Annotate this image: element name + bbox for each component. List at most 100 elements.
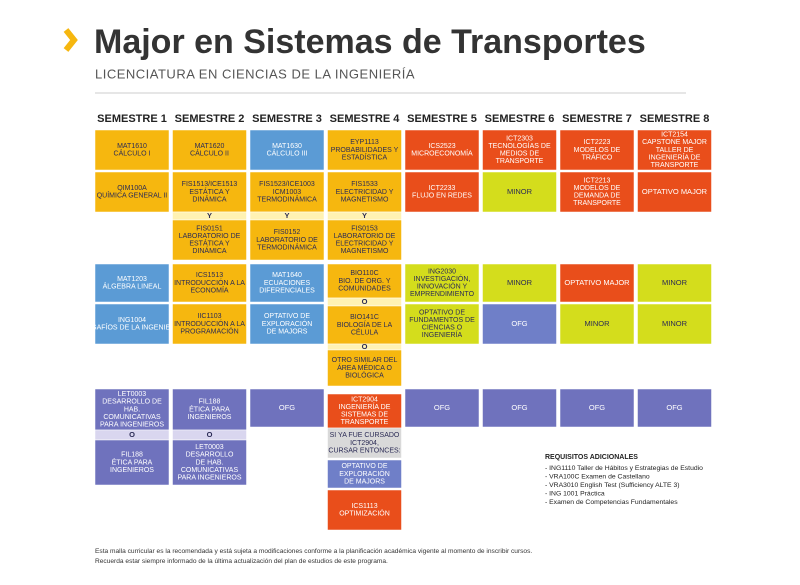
requirements-title: REQUISITOS ADICIONALES	[545, 454, 638, 461]
course-text: OFG	[434, 403, 450, 412]
course-text: MAT1630	[272, 143, 302, 150]
course-text: CAPSTONE MAJOR	[642, 139, 707, 146]
course-text: PARA INGENIEROS	[177, 475, 241, 482]
course-text: ESTADÍSTICA	[342, 152, 388, 161]
course-text: LABORATORIO DE	[334, 233, 396, 240]
course-cell	[94, 129, 170, 171]
course-cell	[637, 388, 712, 428]
course-text: CÁLCULO I	[114, 149, 151, 158]
course-text: TERMODINÁMICA	[257, 242, 317, 251]
course-cell	[404, 171, 480, 213]
course-cell	[482, 171, 557, 213]
course-text: O	[362, 342, 368, 351]
title: Major en Sistemas de Transportes	[94, 23, 646, 61]
course-text: TECNOLOGÍAS DE	[488, 141, 551, 150]
course-text: ELECTRICIDAD Y	[336, 189, 394, 196]
footer-note: Esta malla curricular es la recomendada …	[95, 548, 532, 555]
course-text: HAB.	[124, 406, 140, 413]
course-text: CIENCIAS O	[422, 325, 463, 332]
course-text: FIS1533	[351, 181, 378, 188]
course-text: MAGNETISMO	[341, 196, 389, 203]
course-text: ICS1113	[351, 503, 377, 510]
course-cell	[404, 388, 480, 428]
course-text: MEDIOS DE	[500, 151, 540, 158]
course-text: TRANSPORTE	[496, 158, 544, 165]
course-text: MINOR	[662, 278, 688, 287]
course-cell	[482, 388, 557, 428]
course-text: INNOVACIÓN Y	[417, 282, 468, 291]
course-text: LET0003	[118, 391, 147, 398]
course-text: OPTATIVO MAJOR	[564, 278, 630, 287]
course-text: OFG	[666, 403, 682, 412]
course-cell	[249, 171, 325, 213]
course-text: DEMANDA DE	[574, 193, 621, 200]
course-text: INTRODUCCIÓN A LA	[174, 278, 245, 287]
course-text: OFG	[279, 403, 295, 412]
course-text: SI YA FUE CURSADO	[330, 432, 400, 439]
course-text: ICM1003	[273, 189, 302, 196]
course-text: MINOR	[507, 187, 533, 196]
requirement-item: - Examen de Competencias Fundamentales	[545, 499, 678, 506]
subtitle: LICENCIATURA EN CIENCIAS DE LA INGENIERÍ…	[95, 66, 415, 81]
course-text: ICT2223	[584, 139, 611, 146]
course-text: BIOLOGÍA DE LA	[337, 320, 393, 329]
course-text: DINÁMICA	[192, 246, 227, 255]
course-text: ING2030	[428, 268, 456, 275]
course-text: FIL188	[121, 452, 143, 459]
course-text: OFG	[511, 403, 527, 412]
course-text: CURSAR ENTONCES:	[328, 447, 400, 454]
course-text: O	[362, 297, 368, 306]
course-text: SISTEMAS DE	[341, 412, 388, 419]
course-text: FIS0151	[196, 225, 223, 232]
course-text: ÉTICA PARA	[112, 457, 153, 466]
course-cell	[404, 263, 480, 303]
semester-header: SEMESTRE 5	[407, 113, 477, 125]
course-text: TERMODINÁMICA	[257, 194, 317, 203]
course-text: CÁLCULO III	[267, 149, 308, 158]
semester-header: SEMESTRE 4	[330, 113, 401, 125]
course-text: Y	[362, 211, 367, 220]
course-text: MODELOS DE	[574, 147, 621, 154]
course-text: Y	[284, 211, 289, 220]
course-text: CÁLCULO II	[190, 149, 229, 158]
course-cell	[559, 263, 635, 303]
course-cell	[94, 171, 170, 213]
course-text: BIO110C	[350, 270, 378, 277]
course-text: DESAFÍOS DE LA INGENIERÍA	[82, 323, 182, 332]
course-text: FIS1523/ICE1003	[259, 181, 315, 188]
course-cell	[637, 303, 712, 345]
course-cell	[327, 459, 402, 489]
course-cell	[637, 171, 712, 213]
course-cell	[327, 171, 402, 213]
course-text: EXPLORACIÓN	[262, 319, 313, 328]
course-text: OPTIMIZACIÓN	[339, 509, 390, 518]
course-text: ICT2904	[351, 396, 378, 403]
course-cell	[404, 129, 480, 171]
course-cell	[637, 263, 712, 303]
course-text: O	[129, 430, 135, 439]
course-text: ICT2904,	[350, 440, 379, 447]
semester-header: SEMESTRE 6	[485, 113, 555, 125]
course-text: FIL188	[199, 399, 221, 406]
course-cell	[327, 219, 402, 261]
course-text: EMPRENDIMIENTO	[410, 291, 475, 298]
course-text: TRANSPORTE	[341, 419, 389, 426]
course-text: ÁREA MÉDICA O	[337, 363, 392, 372]
course-text: DE MAJORS	[267, 328, 308, 335]
course-text: ICS2523	[428, 143, 455, 150]
course-text: ICS1513	[196, 272, 223, 279]
course-cell	[94, 439, 170, 486]
course-text: EYP1113	[350, 139, 379, 146]
course-cell	[327, 349, 402, 387]
course-text: MINOR	[662, 319, 688, 328]
course-text: ESTÁTICA Y	[189, 239, 230, 248]
course-cell	[404, 303, 480, 345]
course-text: CÉLULA	[351, 327, 379, 336]
requirement-item: - ING1110 Taller de Hábitos y Estrategia…	[545, 465, 703, 472]
course-text: PROBABILIDADES Y	[331, 147, 399, 154]
course-text: COMUNICATIVAS	[181, 467, 239, 474]
course-text: COMUNICATIVAS	[103, 414, 161, 421]
course-text: ICT2154	[661, 132, 688, 139]
course-text: OTRO SIMILAR DEL	[332, 357, 398, 364]
semester-header: SEMESTRE 8	[640, 113, 710, 125]
